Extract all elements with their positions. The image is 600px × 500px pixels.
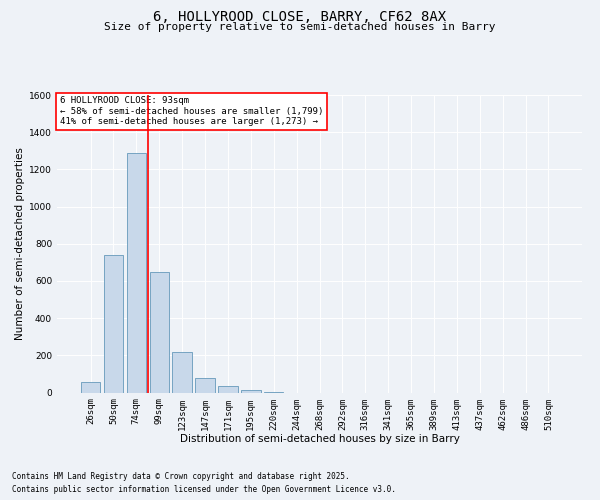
Y-axis label: Number of semi-detached properties: Number of semi-detached properties [15,148,25,340]
Bar [149,272,169,392]
Text: Size of property relative to semi-detached houses in Barry: Size of property relative to semi-detach… [104,22,496,32]
Bar [81,382,100,392]
Bar [241,390,260,392]
Bar [127,152,146,392]
Bar [172,352,192,393]
X-axis label: Distribution of semi-detached houses by size in Barry: Distribution of semi-detached houses by … [179,434,460,444]
Text: 6 HOLLYROOD CLOSE: 93sqm
← 58% of semi-detached houses are smaller (1,799)
41% o: 6 HOLLYROOD CLOSE: 93sqm ← 58% of semi-d… [59,96,323,126]
Bar [104,255,123,392]
Text: Contains HM Land Registry data © Crown copyright and database right 2025.: Contains HM Land Registry data © Crown c… [12,472,350,481]
Text: 6, HOLLYROOD CLOSE, BARRY, CF62 8AX: 6, HOLLYROOD CLOSE, BARRY, CF62 8AX [154,10,446,24]
Bar [218,386,238,392]
Text: Contains public sector information licensed under the Open Government Licence v3: Contains public sector information licen… [12,485,396,494]
Bar [196,378,215,392]
